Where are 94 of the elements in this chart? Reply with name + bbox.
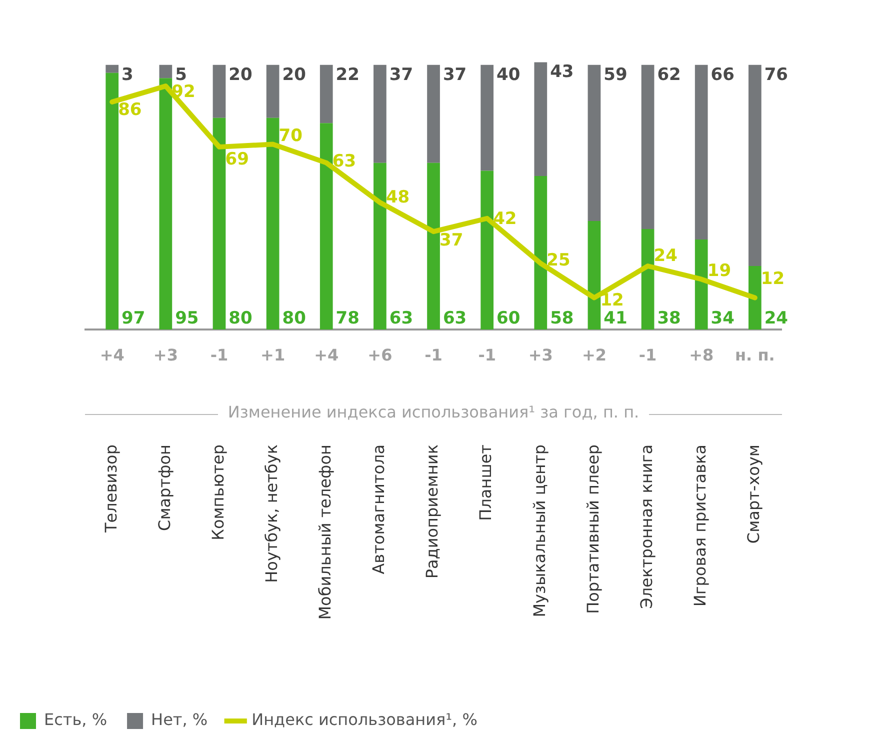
data-label: 76	[764, 64, 788, 85]
data-label: 41	[604, 308, 628, 328]
text: Изменение индекса использования¹ за год, п. п.	[228, 402, 640, 422]
data-label: 59	[604, 64, 628, 85]
data-label: 63	[442, 308, 467, 328]
data-label: 70	[278, 126, 303, 146]
x-tick-label: Автомагнитола	[369, 444, 388, 574]
bar	[427, 64, 440, 163]
data-label: 62	[657, 64, 681, 85]
data-label: 37	[442, 64, 467, 85]
bar	[588, 64, 601, 222]
text: +1	[260, 346, 286, 365]
data-label: 86	[118, 100, 142, 120]
legend-label: Есть, %	[44, 710, 108, 730]
data-label: 19	[707, 260, 732, 281]
text: +4	[314, 346, 339, 365]
x-tick-label: Компьютер	[208, 444, 228, 540]
data-label: 69	[225, 149, 249, 170]
data-label: 37	[389, 64, 414, 85]
data-label: 48	[386, 188, 410, 208]
data-label: 24	[764, 308, 788, 328]
data-label: 80	[282, 308, 306, 328]
x-tick-label: Музыкальный центр	[530, 444, 549, 618]
bar	[320, 64, 333, 124]
legend-label: Нет, %	[151, 710, 208, 730]
bar	[480, 170, 494, 330]
bar	[427, 162, 440, 330]
bar	[480, 64, 494, 171]
bar	[374, 64, 386, 163]
text: +8	[689, 346, 714, 365]
bar	[106, 64, 119, 73]
data-label: 20	[282, 64, 306, 85]
bar	[266, 118, 280, 330]
bar	[534, 62, 548, 176]
bar	[588, 221, 601, 330]
data-label: 63	[332, 152, 356, 172]
x-tick-label: Планшет	[476, 444, 496, 521]
text: +6	[368, 346, 392, 365]
bar	[159, 78, 172, 330]
data-label: 66	[710, 64, 734, 85]
x-tick-label: Мобильный телефон	[316, 444, 335, 620]
bar	[748, 64, 762, 266]
bar	[159, 64, 172, 78]
x-tick-label: Портативный плеер	[583, 444, 602, 614]
x-tick-label: Игровая приставка	[690, 444, 710, 607]
bar	[212, 118, 226, 330]
data-label: 24	[654, 246, 678, 266]
x-tick-label: Ноутбук, нетбук	[262, 444, 281, 583]
bar	[320, 123, 333, 330]
data-label: 20	[228, 64, 252, 85]
data-label: 63	[389, 308, 414, 328]
data-label: 95	[175, 308, 199, 328]
bar	[534, 176, 548, 330]
data-label: 38	[657, 308, 681, 328]
bar	[694, 64, 708, 240]
data-label: 43	[550, 62, 574, 82]
data-label: 12	[760, 269, 785, 290]
text: +3	[153, 346, 178, 365]
x-tick-label: Электронная книга	[636, 444, 656, 609]
data-label: 3	[122, 64, 134, 85]
x-tick-label: Радиоприемник	[422, 444, 442, 579]
bar	[641, 228, 654, 330]
data-label: 42	[493, 208, 517, 229]
bar	[374, 162, 386, 330]
bar	[106, 72, 119, 330]
x-tick-label: Смарт-хоум	[744, 444, 764, 544]
data-label: 37	[440, 230, 464, 251]
data-label: 25	[546, 250, 570, 270]
data-label: 58	[550, 308, 574, 328]
bar	[694, 240, 708, 330]
data-label: 97	[122, 308, 146, 328]
data-label: 60	[496, 308, 520, 328]
data-label: 78	[336, 308, 360, 328]
data-label: 12	[600, 290, 624, 311]
x-tick-label: Смартфон	[154, 444, 174, 531]
legend-label: Индекс использования¹, %	[252, 710, 478, 730]
bar	[641, 64, 654, 229]
text: -1	[478, 346, 496, 365]
x-tick-label: Телевизор	[101, 444, 120, 534]
text: +4	[100, 346, 124, 365]
text: н. п.	[735, 346, 775, 365]
bar	[266, 64, 280, 118]
data-label: 22	[336, 64, 360, 85]
bar	[212, 64, 226, 118]
text: -1	[210, 346, 228, 365]
text: +2	[582, 346, 606, 365]
data-label: 40	[496, 64, 520, 85]
data-label: 34	[710, 308, 735, 328]
text: -1	[424, 346, 442, 365]
text: +3	[528, 346, 553, 365]
data-label: 5	[175, 64, 187, 85]
bar	[748, 266, 762, 330]
data-label: 80	[228, 308, 252, 328]
text: -1	[638, 346, 657, 365]
